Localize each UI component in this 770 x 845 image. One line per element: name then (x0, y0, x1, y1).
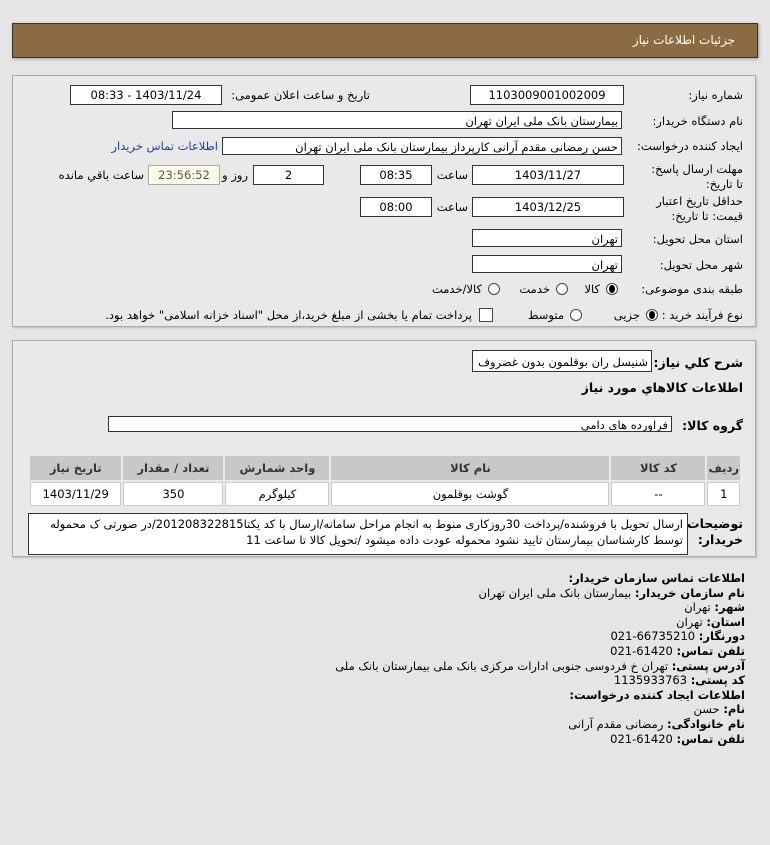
process-label: نوع فرآیند خرید : (661, 308, 743, 322)
category-radio-both[interactable] (488, 283, 500, 295)
need-number-field: 1103009001002009 (470, 85, 624, 105)
process-radio-medium[interactable] (570, 309, 582, 321)
validity-time-field: 08:00 (360, 197, 432, 217)
creator-phone-label: تلفن تماس: (676, 731, 745, 746)
province-label: استان محل تحویل: (652, 232, 743, 246)
city-label: شهر محل تحویل: (659, 258, 743, 272)
summary-label: شرح کلي نیاز: (653, 355, 743, 370)
col-qty: تعداد / مقدار (123, 456, 224, 480)
province-label: استان: (706, 614, 745, 629)
page-header: جزئیات اطلاعات نیاز (12, 23, 758, 58)
address-value: تهران خ فردوسی جنوبی ادارات مرکزی بانک م… (335, 658, 669, 673)
buyer-contact-link[interactable]: اطلاعات تماس خریدار (111, 139, 218, 153)
postal-value: 1135933763 (613, 673, 688, 688)
creator-heading: اطلاعات ایجاد کننده درخواست: (569, 687, 745, 702)
category-option-service: خدمت (519, 282, 550, 296)
fax-value: 66735210-021 (610, 629, 696, 644)
deadline-label: مهلت ارسال پاسخ: تا تاریخ: (651, 162, 743, 191)
notes-field: ارسال تحویل با فروشنده/پرداخت 30روزکاری … (28, 513, 688, 555)
cell-code: -- (611, 482, 706, 506)
treasury-checkbox[interactable] (479, 308, 493, 322)
buyer-label: نام دستگاه خریدار: (652, 114, 743, 128)
announce-field: 1403/11/24 - 08:33 (70, 85, 222, 105)
summary-field: شنیسل ران بوقلمون بدون غضروف (472, 350, 652, 372)
validity-time-label: ساعت (436, 200, 468, 214)
page-title: جزئیات اطلاعات نیاز (632, 33, 735, 47)
buyer-field: بیمارستان بانک ملی ایران تهران (172, 111, 622, 129)
category-radio-service[interactable] (556, 283, 568, 295)
address-label: آدرس پستی: (671, 658, 745, 673)
days-label: روز و (222, 168, 248, 182)
process-option-medium: متوسط (527, 308, 564, 322)
category-radio-goods[interactable] (606, 283, 618, 295)
validity-date-field: 1403/12/25 (472, 197, 624, 217)
validity-label: حداقل تاریخ اعتبار قیمت: تا تاریخ: (656, 194, 743, 223)
family-value: رمضانی مقدم آرانی (568, 716, 664, 731)
cell-name: گوشت بوقلمون (331, 482, 610, 506)
phone-value: 61420-021 (610, 643, 673, 658)
goods-heading: اطلاعات کالاهاي مورد نیاز (581, 380, 743, 395)
family-label: نام خانوادگی: (667, 716, 745, 731)
postal-label: کد پستی: (690, 673, 745, 688)
contact-section: اطلاعات تماس سازمان خریدار: نام سازمان خ… (335, 571, 745, 746)
org-label: نام سازمان خریدار: (634, 585, 745, 600)
goods-table: ردیف کد کالا نام کالا واحد شمارش تعداد /… (28, 454, 742, 508)
process-radio-minor[interactable] (646, 309, 658, 321)
remaining-label: ساعت باقي مانده (58, 168, 144, 182)
deadline-time-label: ساعت (436, 168, 468, 182)
col-name: نام کالا (331, 456, 610, 480)
contact-heading: اطلاعات تماس سازمان خریدار: (568, 571, 745, 585)
cell-unit: کیلوگرم (225, 482, 330, 506)
deadline-time-field: 08:35 (360, 165, 432, 185)
col-date: تاریخ نیاز (30, 456, 122, 480)
cell-date: 1403/11/29 (30, 482, 122, 506)
city-label: شهر: (714, 600, 745, 615)
creator-label: ایجاد کننده درخواست: (637, 139, 743, 153)
phone-label: تلفن تماس: (676, 643, 745, 658)
category-option-both: کالا/خدمت (431, 282, 482, 296)
cell-row: 1 (707, 482, 740, 506)
col-code: کد کالا (611, 456, 706, 480)
category-label: طبقه بندی موضوعی: (641, 282, 743, 296)
table-row: 1 -- گوشت بوقلمون کیلوگرم 350 1403/11/29 (30, 482, 740, 506)
org-value: بیمارستان بانک ملی ایران تهران (478, 585, 632, 600)
announce-label: تاریخ و ساعت اعلان عمومی: (231, 88, 370, 102)
need-number-label: شماره نیاز: (688, 88, 743, 102)
category-option-goods: کالا (584, 282, 600, 296)
creator-field: حسن رمضانی مقدم آرانی کارپرداز بیمارستان… (222, 137, 622, 155)
group-field: فراورده های دامی (108, 416, 672, 432)
name-label: نام: (723, 702, 745, 717)
fax-label: دورنگار: (698, 629, 745, 644)
days-field: 2 (253, 165, 324, 185)
city-field: تهران (472, 255, 622, 273)
process-option-minor: جزیی (613, 308, 640, 322)
notes-label: توضیحات خریدار: (687, 516, 743, 547)
province-value: تهران (676, 614, 703, 629)
province-field: تهران (472, 229, 622, 247)
col-unit: واحد شمارش (225, 456, 330, 480)
remaining-timer: 23:56:52 (148, 165, 220, 185)
creator-phone-value: 61420-021 (610, 731, 673, 746)
treasury-text: پرداخت تمام یا بخشی از مبلغ خرید،از محل … (105, 308, 472, 322)
city-value: تهران (684, 600, 711, 615)
deadline-date-field: 1403/11/27 (472, 165, 624, 185)
name-value: حسن (693, 702, 720, 717)
col-row: ردیف (707, 456, 740, 480)
cell-qty: 350 (123, 482, 224, 506)
group-label: گروه کالا: (682, 418, 743, 433)
